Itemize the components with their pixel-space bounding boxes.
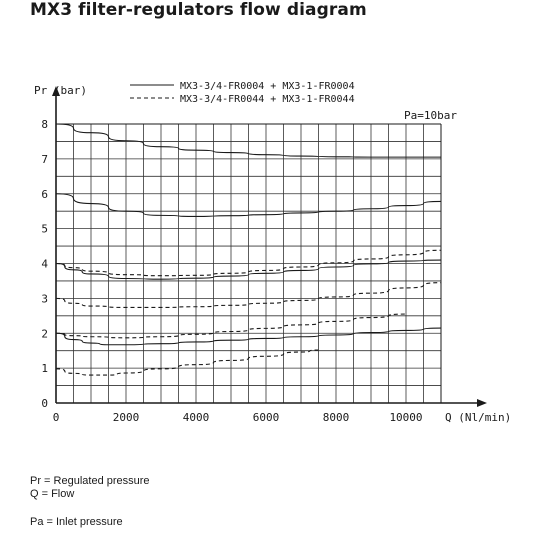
y-tick-label: 0 (41, 397, 48, 410)
x-tick-label: 6000 (253, 411, 280, 424)
series-line-dashed-2bar (55, 313, 407, 339)
y-tick-label: 8 (41, 118, 48, 131)
y-tick-label: 4 (41, 258, 48, 271)
y-tick-label: 2 (41, 327, 48, 340)
series-line-solid-2bar (55, 327, 442, 346)
series-line-dashed-4bar (55, 249, 442, 277)
series-line-dashed-1bar (55, 349, 319, 376)
chart-series-group (55, 123, 442, 376)
y-tick-label: 6 (41, 188, 48, 201)
series-line-solid-6bar (55, 193, 442, 217)
y-tick-label: 3 (41, 292, 48, 305)
x-tick-label: 8000 (323, 411, 350, 424)
series-line-solid-4bar (55, 259, 442, 280)
inlet-pressure-annotation: Pa=10bar (404, 109, 457, 122)
y-tick-label: 7 (41, 153, 48, 166)
page-title: MX3 filter-regulators flow diagram (30, 0, 367, 20)
series-line-dashed-3bar (55, 282, 442, 308)
x-tick-label: 2000 (113, 411, 140, 424)
x-tick-label: 0 (53, 411, 60, 424)
y-axis-label: Pr (bar) (34, 84, 87, 97)
x-axis-arrow (477, 399, 487, 407)
y-axis-arrow (52, 86, 60, 96)
series-line-solid-8bar (55, 123, 441, 158)
legend-label: MX3-3/4-FR0044 + MX3-1-FR0044 (180, 94, 355, 105)
y-tick-label: 1 (41, 362, 48, 375)
chart-axes (52, 86, 487, 407)
note-flow: Q = Flow (30, 488, 75, 500)
note-inlet-pressure: Pa = Inlet pressure (30, 516, 123, 528)
x-tick-label: 10000 (389, 411, 422, 424)
flow-chart: 0 1 2 3 4 5 6 7 8 0 2000 4000 6000 8000 10000 Pr (bar) Q… (34, 81, 511, 424)
legend-label: MX3-3/4-FR0004 + MX3-1-FR0004 (180, 81, 355, 92)
chart-labels: 0 1 2 3 4 5 6 7 8 0 2000 4000 6000 8000 10000 Pr (bar) Q… (34, 81, 511, 424)
note-regulated-pressure: Pr = Regulated pressure (30, 475, 150, 487)
x-tick-label: 4000 (183, 411, 210, 424)
y-tick-label: 5 (41, 223, 48, 236)
x-axis-label: Q (Nl/min) (445, 411, 511, 424)
